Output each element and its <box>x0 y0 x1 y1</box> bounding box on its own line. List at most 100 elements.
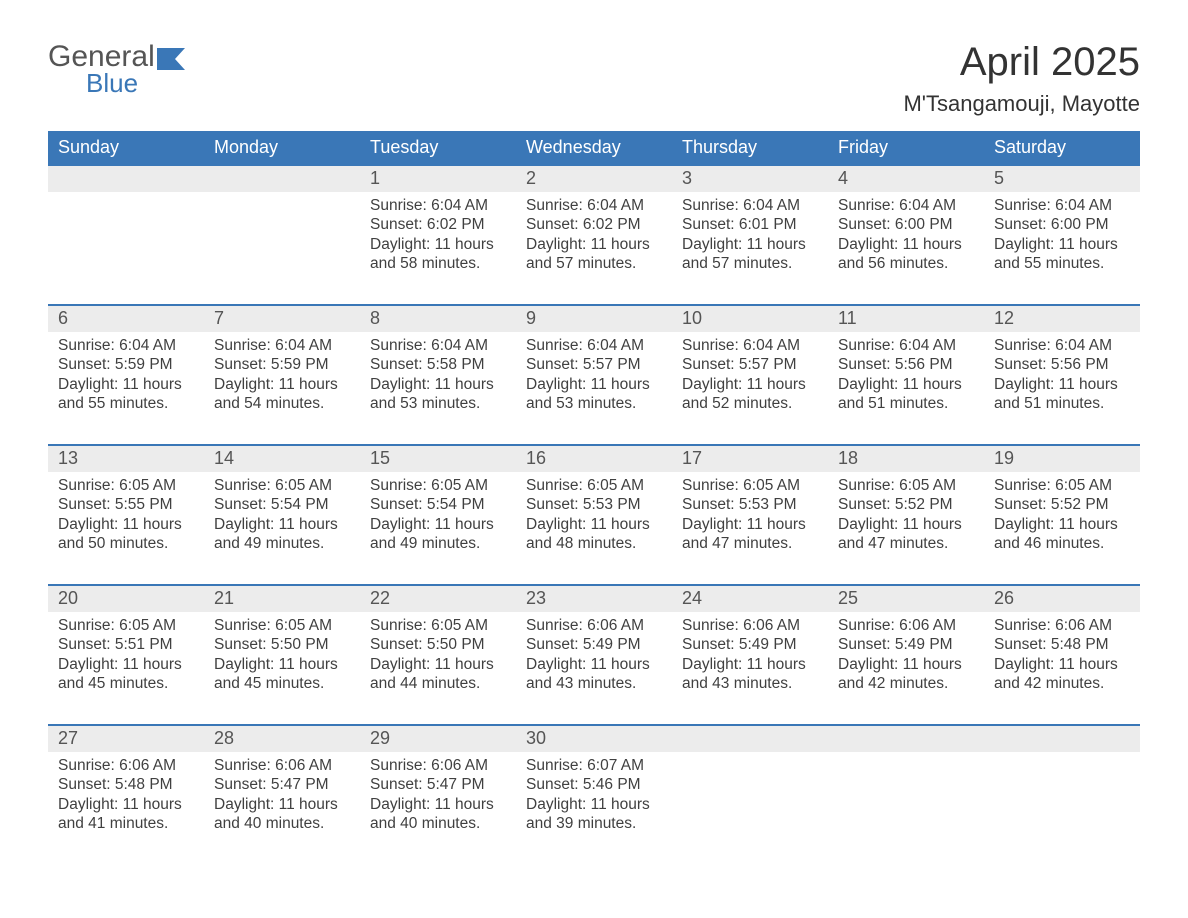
day-number: 19 <box>984 446 1140 472</box>
day-body: Sunrise: 6:05 AMSunset: 5:54 PMDaylight:… <box>360 472 516 560</box>
day-header: Wednesday <box>516 131 672 166</box>
sunset-text: Sunset: 5:59 PM <box>214 355 350 374</box>
sunrise-text: Sunrise: 6:05 AM <box>214 476 350 495</box>
day-number: 17 <box>672 446 828 472</box>
sunrise-text: Sunrise: 6:04 AM <box>526 336 662 355</box>
day-cell: 23Sunrise: 6:06 AMSunset: 5:49 PMDayligh… <box>516 586 672 704</box>
day-number: 6 <box>48 306 204 332</box>
sunrise-text: Sunrise: 6:04 AM <box>994 336 1130 355</box>
daylight-text: Daylight: 11 hours and 50 minutes. <box>58 515 194 554</box>
day-cell: 30Sunrise: 6:07 AMSunset: 5:46 PMDayligh… <box>516 726 672 844</box>
sunset-text: Sunset: 5:49 PM <box>682 635 818 654</box>
day-body: Sunrise: 6:05 AMSunset: 5:53 PMDaylight:… <box>516 472 672 560</box>
day-cell: 22Sunrise: 6:05 AMSunset: 5:50 PMDayligh… <box>360 586 516 704</box>
day-cell <box>828 726 984 844</box>
daylight-text: Daylight: 11 hours and 47 minutes. <box>682 515 818 554</box>
day-body: Sunrise: 6:06 AMSunset: 5:49 PMDaylight:… <box>828 612 984 700</box>
sunset-text: Sunset: 5:57 PM <box>526 355 662 374</box>
day-number: 1 <box>360 166 516 192</box>
daylight-text: Daylight: 11 hours and 47 minutes. <box>838 515 974 554</box>
day-cell: 10Sunrise: 6:04 AMSunset: 5:57 PMDayligh… <box>672 306 828 424</box>
day-number <box>204 166 360 192</box>
day-number: 7 <box>204 306 360 332</box>
logo: General Blue <box>48 40 191 99</box>
sunrise-text: Sunrise: 6:06 AM <box>370 756 506 775</box>
day-body: Sunrise: 6:04 AMSunset: 5:59 PMDaylight:… <box>204 332 360 420</box>
day-number: 26 <box>984 586 1140 612</box>
day-number: 27 <box>48 726 204 752</box>
day-number: 3 <box>672 166 828 192</box>
daylight-text: Daylight: 11 hours and 43 minutes. <box>526 655 662 694</box>
day-header: Thursday <box>672 131 828 166</box>
sunrise-text: Sunrise: 6:04 AM <box>370 336 506 355</box>
day-body: Sunrise: 6:06 AMSunset: 5:47 PMDaylight:… <box>360 752 516 840</box>
day-header: Friday <box>828 131 984 166</box>
day-body: Sunrise: 6:05 AMSunset: 5:52 PMDaylight:… <box>984 472 1140 560</box>
day-cell: 8Sunrise: 6:04 AMSunset: 5:58 PMDaylight… <box>360 306 516 424</box>
sunset-text: Sunset: 5:57 PM <box>682 355 818 374</box>
daylight-text: Daylight: 11 hours and 51 minutes. <box>994 375 1130 414</box>
day-cell: 16Sunrise: 6:05 AMSunset: 5:53 PMDayligh… <box>516 446 672 564</box>
day-cell: 5Sunrise: 6:04 AMSunset: 6:00 PMDaylight… <box>984 166 1140 284</box>
day-number: 4 <box>828 166 984 192</box>
day-number: 18 <box>828 446 984 472</box>
day-body: Sunrise: 6:07 AMSunset: 5:46 PMDaylight:… <box>516 752 672 840</box>
week-row: 27Sunrise: 6:06 AMSunset: 5:48 PMDayligh… <box>48 724 1140 844</box>
daylight-text: Daylight: 11 hours and 54 minutes. <box>214 375 350 414</box>
day-cell: 15Sunrise: 6:05 AMSunset: 5:54 PMDayligh… <box>360 446 516 564</box>
day-body: Sunrise: 6:04 AMSunset: 6:02 PMDaylight:… <box>516 192 672 280</box>
day-body: Sunrise: 6:05 AMSunset: 5:52 PMDaylight:… <box>828 472 984 560</box>
sunrise-text: Sunrise: 6:04 AM <box>214 336 350 355</box>
daylight-text: Daylight: 11 hours and 55 minutes. <box>994 235 1130 274</box>
sunset-text: Sunset: 5:59 PM <box>58 355 194 374</box>
sunrise-text: Sunrise: 6:05 AM <box>370 476 506 495</box>
day-body: Sunrise: 6:05 AMSunset: 5:53 PMDaylight:… <box>672 472 828 560</box>
week-row: 13Sunrise: 6:05 AMSunset: 5:55 PMDayligh… <box>48 444 1140 564</box>
sunset-text: Sunset: 6:01 PM <box>682 215 818 234</box>
day-cell: 7Sunrise: 6:04 AMSunset: 5:59 PMDaylight… <box>204 306 360 424</box>
daylight-text: Daylight: 11 hours and 40 minutes. <box>370 795 506 834</box>
day-header: Sunday <box>48 131 204 166</box>
day-cell: 14Sunrise: 6:05 AMSunset: 5:54 PMDayligh… <box>204 446 360 564</box>
sunset-text: Sunset: 5:47 PM <box>370 775 506 794</box>
day-number: 11 <box>828 306 984 332</box>
day-cell: 4Sunrise: 6:04 AMSunset: 6:00 PMDaylight… <box>828 166 984 284</box>
location: M'Tsangamouji, Mayotte <box>903 91 1140 117</box>
day-cell: 20Sunrise: 6:05 AMSunset: 5:51 PMDayligh… <box>48 586 204 704</box>
month-title: April 2025 <box>903 40 1140 85</box>
sunset-text: Sunset: 6:00 PM <box>838 215 974 234</box>
sunset-text: Sunset: 5:49 PM <box>526 635 662 654</box>
day-body: Sunrise: 6:06 AMSunset: 5:49 PMDaylight:… <box>516 612 672 700</box>
flag-icon <box>157 48 191 70</box>
sunrise-text: Sunrise: 6:04 AM <box>838 196 974 215</box>
sunrise-text: Sunrise: 6:05 AM <box>526 476 662 495</box>
sunrise-text: Sunrise: 6:04 AM <box>682 336 818 355</box>
sunrise-text: Sunrise: 6:05 AM <box>370 616 506 635</box>
day-number: 30 <box>516 726 672 752</box>
sunrise-text: Sunrise: 6:06 AM <box>526 616 662 635</box>
sunrise-text: Sunrise: 6:07 AM <box>526 756 662 775</box>
day-number <box>672 726 828 752</box>
day-body: Sunrise: 6:04 AMSunset: 5:56 PMDaylight:… <box>828 332 984 420</box>
day-body: Sunrise: 6:05 AMSunset: 5:54 PMDaylight:… <box>204 472 360 560</box>
day-cell: 21Sunrise: 6:05 AMSunset: 5:50 PMDayligh… <box>204 586 360 704</box>
day-body: Sunrise: 6:04 AMSunset: 5:59 PMDaylight:… <box>48 332 204 420</box>
day-cell: 2Sunrise: 6:04 AMSunset: 6:02 PMDaylight… <box>516 166 672 284</box>
sunrise-text: Sunrise: 6:05 AM <box>58 476 194 495</box>
sunrise-text: Sunrise: 6:05 AM <box>682 476 818 495</box>
day-cell: 29Sunrise: 6:06 AMSunset: 5:47 PMDayligh… <box>360 726 516 844</box>
sunset-text: Sunset: 6:02 PM <box>526 215 662 234</box>
sunset-text: Sunset: 5:50 PM <box>370 635 506 654</box>
day-header-row: SundayMondayTuesdayWednesdayThursdayFrid… <box>48 131 1140 166</box>
day-cell: 6Sunrise: 6:04 AMSunset: 5:59 PMDaylight… <box>48 306 204 424</box>
daylight-text: Daylight: 11 hours and 51 minutes. <box>838 375 974 414</box>
day-number: 16 <box>516 446 672 472</box>
sunset-text: Sunset: 5:51 PM <box>58 635 194 654</box>
daylight-text: Daylight: 11 hours and 55 minutes. <box>58 375 194 414</box>
sunset-text: Sunset: 5:52 PM <box>838 495 974 514</box>
day-cell: 12Sunrise: 6:04 AMSunset: 5:56 PMDayligh… <box>984 306 1140 424</box>
sunrise-text: Sunrise: 6:04 AM <box>58 336 194 355</box>
day-number: 21 <box>204 586 360 612</box>
day-body: Sunrise: 6:05 AMSunset: 5:50 PMDaylight:… <box>360 612 516 700</box>
day-body: Sunrise: 6:06 AMSunset: 5:47 PMDaylight:… <box>204 752 360 840</box>
